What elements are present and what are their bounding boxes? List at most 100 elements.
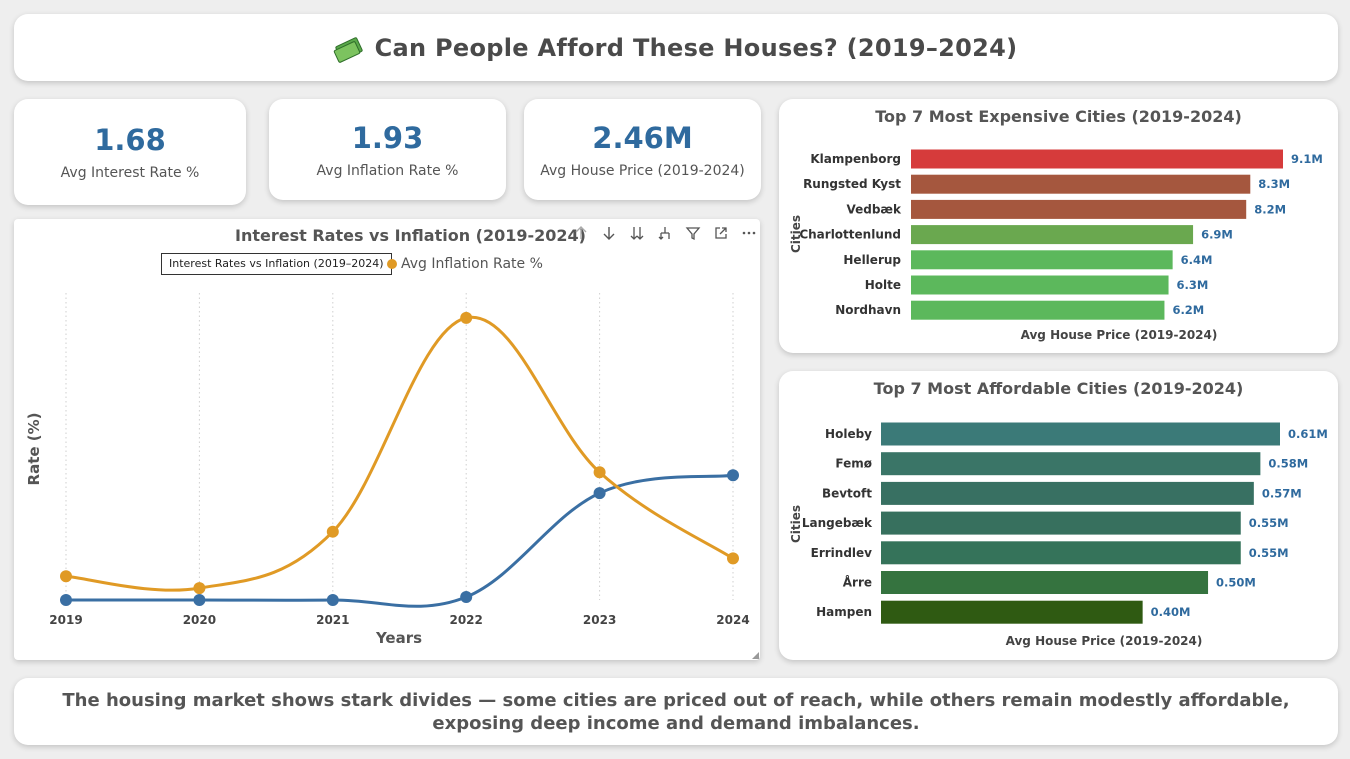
kpi-card-interest-rate[interactable]: 1.68 Avg Interest Rate % bbox=[14, 99, 246, 205]
data-point bbox=[193, 594, 206, 606]
category-label: Hellerup bbox=[843, 253, 901, 267]
data-label: 0.50M bbox=[1216, 576, 1256, 590]
x-tick-label: 2023 bbox=[583, 613, 616, 627]
bar bbox=[881, 600, 1143, 624]
line-chart-plot: 2019 2020 2021 2022 2023 2024 Years Rate (%) bbox=[25, 293, 750, 647]
data-point bbox=[60, 570, 72, 583]
money-with-wings-icon bbox=[332, 36, 363, 63]
data-point bbox=[193, 582, 206, 595]
category-label: Årre bbox=[843, 575, 872, 590]
kpi-label: Avg Inflation Rate % bbox=[316, 162, 459, 179]
y-axis-label: Rate (%) bbox=[25, 413, 43, 486]
chart-title: Interest Rates vs Inflation (2019-2024) bbox=[235, 226, 586, 245]
chart-title: Top 7 Most Affordable Cities (2019-2024) bbox=[873, 379, 1244, 398]
kpi-value: 2.46M bbox=[592, 120, 693, 155]
bar bbox=[881, 422, 1280, 446]
x-axis-label: Years bbox=[375, 629, 422, 647]
arrow-up-icon[interactable] bbox=[570, 223, 592, 243]
data-point bbox=[593, 466, 606, 479]
y-axis-label: Cities bbox=[789, 215, 803, 253]
double-arrow-down-icon[interactable] bbox=[626, 223, 648, 243]
expensive-cities-bar-chart: Klampenborg 9.1M Rungsted Kyst 8.3M Vedbæk 8.… bbox=[789, 149, 1323, 342]
category-label: Rungsted Kyst bbox=[803, 177, 901, 191]
chart-title: Top 7 Most Expensive Cities (2019-2024) bbox=[875, 107, 1242, 126]
x-tick-label: 2019 bbox=[49, 613, 82, 627]
legend-item-inflation[interactable]: Avg Inflation Rate % bbox=[387, 256, 543, 272]
insight-text: The housing market shows stark divides —… bbox=[62, 689, 1290, 734]
kpi-value: 1.68 bbox=[94, 123, 166, 157]
bar bbox=[911, 149, 1283, 169]
arrow-down-icon[interactable] bbox=[598, 223, 620, 243]
affordable-cities-bar-chart: Holeby 0.61M Femø 0.58M Bevtoft 0.57M Langebæk… bbox=[789, 422, 1328, 648]
data-point bbox=[460, 591, 473, 604]
data-label: 6.3M bbox=[1177, 278, 1209, 292]
bar bbox=[881, 511, 1241, 535]
resize-handle[interactable] bbox=[752, 652, 759, 659]
data-point bbox=[727, 552, 739, 565]
x-axis-label: Avg House Price (2019-2024) bbox=[1021, 328, 1218, 342]
kpi-card-inflation-rate[interactable]: 1.93 Avg Inflation Rate % bbox=[269, 99, 506, 200]
bar bbox=[881, 541, 1241, 565]
data-point bbox=[60, 594, 72, 606]
data-label: 6.9M bbox=[1201, 228, 1233, 242]
legend-label: Avg Inflation Rate % bbox=[401, 256, 543, 272]
x-tick-label: 2022 bbox=[449, 613, 482, 627]
data-point bbox=[460, 311, 473, 324]
kpi-label: Avg House Price (2019-2024) bbox=[540, 162, 745, 179]
dashboard-title: Can People Afford These Houses? (2019–20… bbox=[374, 33, 1018, 62]
data-label: 8.3M bbox=[1258, 177, 1290, 191]
affordable-cities-visual[interactable]: Top 7 Most Affordable Cities (2019-2024)… bbox=[779, 371, 1338, 660]
category-label: Hampen bbox=[816, 605, 872, 619]
bar bbox=[911, 174, 1251, 194]
visual-toolbar bbox=[570, 223, 760, 243]
data-label: 0.61M bbox=[1288, 427, 1328, 441]
expensive-cities-visual[interactable]: Top 7 Most Expensive Cities (2019-2024) … bbox=[779, 99, 1338, 353]
data-label: 8.2M bbox=[1254, 202, 1286, 216]
data-label: 6.2M bbox=[1172, 303, 1204, 317]
data-label: 9.1M bbox=[1291, 152, 1323, 166]
expand-hierarchy-icon[interactable] bbox=[654, 223, 676, 243]
x-tick-label: 2020 bbox=[183, 613, 216, 627]
data-label: 0.55M bbox=[1249, 516, 1289, 530]
data-point bbox=[727, 469, 739, 482]
category-label: Langebæk bbox=[802, 516, 873, 530]
bar bbox=[911, 300, 1165, 320]
line-chart-visual[interactable]: Interest Rates vs Inflation (2019-2024) … bbox=[14, 219, 760, 660]
category-label: Charlottenlund bbox=[799, 228, 901, 242]
category-label: Holte bbox=[865, 278, 901, 292]
category-label: Errindlev bbox=[811, 546, 873, 560]
series-line bbox=[66, 473, 734, 608]
category-label: Femø bbox=[835, 457, 872, 471]
more-options-icon[interactable] bbox=[738, 223, 760, 243]
bar bbox=[911, 199, 1247, 219]
x-tick-label: 2024 bbox=[716, 613, 749, 627]
tooltip: Interest Rates vs Inflation (2019–2024) bbox=[161, 253, 392, 275]
kpi-label: Avg Interest Rate % bbox=[60, 165, 200, 181]
insight-footer: The housing market shows stark divides —… bbox=[14, 678, 1338, 745]
bar bbox=[881, 571, 1209, 594]
bar bbox=[911, 275, 1169, 295]
data-label: 0.58M bbox=[1268, 457, 1308, 471]
x-tick-label: 2021 bbox=[316, 613, 349, 627]
category-label: Vedbæk bbox=[846, 202, 902, 216]
dashboard-header: Can People Afford These Houses? (2019–20… bbox=[14, 14, 1338, 81]
data-point bbox=[593, 487, 606, 500]
bar bbox=[881, 452, 1261, 476]
data-label: 6.4M bbox=[1181, 253, 1213, 267]
data-point bbox=[326, 525, 339, 538]
category-label: Nordhavn bbox=[835, 303, 901, 317]
bar bbox=[881, 481, 1254, 505]
bar bbox=[911, 225, 1194, 245]
data-label: 0.40M bbox=[1151, 605, 1191, 619]
data-point bbox=[326, 594, 339, 606]
category-label: Holeby bbox=[825, 427, 872, 441]
focus-mode-icon[interactable] bbox=[710, 223, 732, 243]
bar bbox=[911, 250, 1173, 270]
y-axis-label: Cities bbox=[789, 505, 803, 543]
category-label: Bevtoft bbox=[822, 486, 872, 500]
kpi-card-house-price[interactable]: 2.46M Avg House Price (2019-2024) bbox=[524, 99, 761, 200]
x-axis-label: Avg House Price (2019-2024) bbox=[1006, 634, 1203, 648]
series-line bbox=[65, 315, 734, 592]
filter-icon[interactable] bbox=[682, 223, 704, 243]
data-label: 0.55M bbox=[1249, 546, 1289, 560]
